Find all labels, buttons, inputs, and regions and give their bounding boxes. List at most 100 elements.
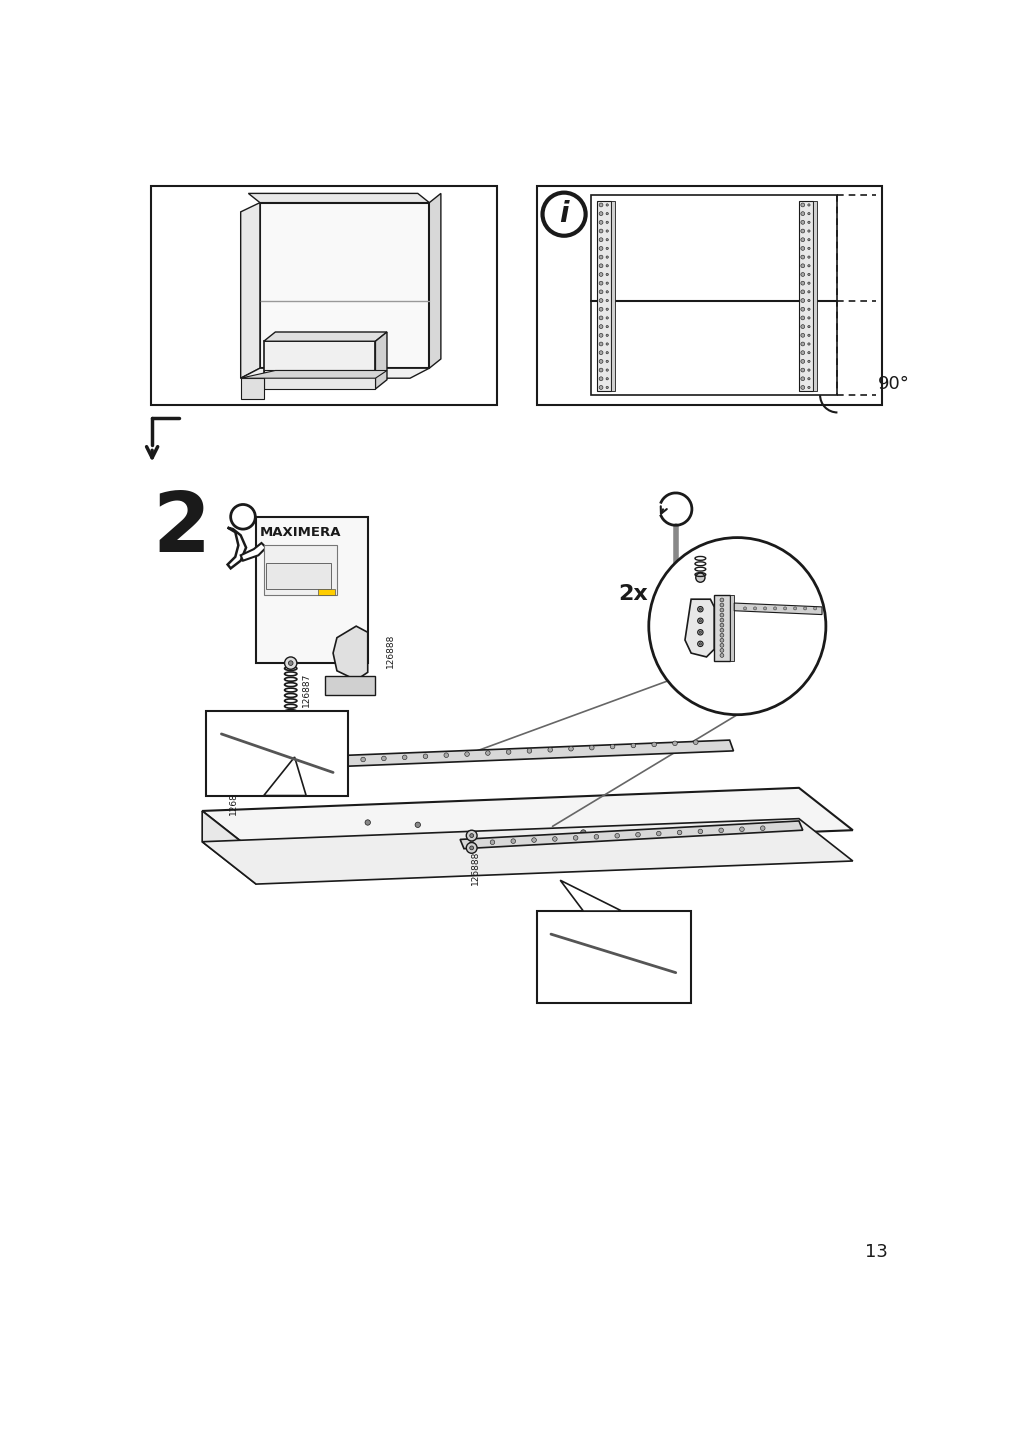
Circle shape bbox=[568, 746, 573, 750]
Polygon shape bbox=[429, 193, 441, 368]
Circle shape bbox=[542, 193, 585, 236]
Polygon shape bbox=[241, 378, 264, 400]
Circle shape bbox=[599, 238, 603, 242]
Bar bbox=[256, 517, 367, 663]
Circle shape bbox=[599, 359, 603, 364]
Circle shape bbox=[606, 274, 608, 275]
Circle shape bbox=[800, 385, 804, 390]
Polygon shape bbox=[375, 332, 386, 390]
Circle shape bbox=[606, 265, 608, 266]
Circle shape bbox=[807, 291, 809, 294]
Circle shape bbox=[676, 831, 681, 835]
Circle shape bbox=[215, 772, 219, 776]
Circle shape bbox=[599, 289, 603, 294]
Circle shape bbox=[381, 756, 386, 760]
Circle shape bbox=[606, 316, 608, 319]
Circle shape bbox=[599, 342, 603, 347]
Circle shape bbox=[807, 221, 809, 223]
Polygon shape bbox=[672, 566, 678, 576]
Circle shape bbox=[762, 607, 766, 610]
Circle shape bbox=[719, 619, 723, 621]
Polygon shape bbox=[241, 371, 386, 378]
Bar bbox=[206, 710, 348, 796]
Circle shape bbox=[588, 745, 593, 750]
Text: 126887: 126887 bbox=[696, 561, 704, 596]
Circle shape bbox=[469, 846, 473, 849]
Polygon shape bbox=[206, 772, 209, 788]
Polygon shape bbox=[241, 203, 260, 378]
Circle shape bbox=[599, 255, 603, 259]
Bar bbox=[812, 200, 816, 391]
Text: MAXIMERA: MAXIMERA bbox=[260, 526, 341, 538]
Circle shape bbox=[365, 819, 370, 825]
Circle shape bbox=[599, 221, 603, 225]
Circle shape bbox=[800, 238, 804, 242]
Polygon shape bbox=[264, 371, 375, 390]
Circle shape bbox=[606, 299, 608, 302]
Circle shape bbox=[215, 756, 219, 760]
Circle shape bbox=[298, 760, 302, 765]
Polygon shape bbox=[260, 203, 429, 368]
Circle shape bbox=[807, 239, 809, 241]
Circle shape bbox=[699, 632, 701, 633]
Bar bbox=[590, 195, 837, 395]
Text: 13: 13 bbox=[863, 1243, 887, 1262]
Circle shape bbox=[693, 740, 698, 745]
Circle shape bbox=[593, 835, 599, 839]
Circle shape bbox=[606, 291, 608, 294]
Circle shape bbox=[800, 325, 804, 328]
Polygon shape bbox=[227, 527, 246, 569]
Circle shape bbox=[599, 272, 603, 276]
Circle shape bbox=[800, 359, 804, 364]
Circle shape bbox=[800, 342, 804, 347]
Circle shape bbox=[656, 831, 660, 836]
Circle shape bbox=[807, 361, 809, 362]
Bar bbox=[596, 200, 611, 391]
Circle shape bbox=[718, 828, 723, 832]
Circle shape bbox=[599, 368, 603, 372]
Circle shape bbox=[807, 378, 809, 379]
Circle shape bbox=[719, 639, 723, 642]
Circle shape bbox=[599, 212, 603, 216]
Circle shape bbox=[599, 203, 603, 206]
Circle shape bbox=[699, 609, 701, 610]
Polygon shape bbox=[264, 332, 386, 341]
Circle shape bbox=[719, 633, 723, 637]
Circle shape bbox=[719, 643, 723, 647]
Bar bbox=[537, 911, 691, 1004]
Circle shape bbox=[719, 613, 723, 617]
Circle shape bbox=[800, 308, 804, 311]
Polygon shape bbox=[460, 821, 802, 849]
Bar bbox=[729, 596, 734, 660]
Polygon shape bbox=[264, 341, 375, 390]
Polygon shape bbox=[248, 193, 429, 203]
Bar bbox=[714, 596, 729, 660]
Circle shape bbox=[606, 282, 608, 285]
Circle shape bbox=[800, 316, 804, 319]
Circle shape bbox=[489, 841, 494, 845]
Circle shape bbox=[466, 831, 476, 841]
Circle shape bbox=[211, 768, 223, 780]
Circle shape bbox=[807, 212, 809, 215]
Circle shape bbox=[606, 256, 608, 258]
Circle shape bbox=[803, 607, 806, 610]
Circle shape bbox=[807, 387, 809, 388]
Circle shape bbox=[599, 351, 603, 355]
Circle shape bbox=[606, 387, 608, 388]
Circle shape bbox=[606, 334, 608, 337]
Polygon shape bbox=[560, 881, 621, 911]
Circle shape bbox=[807, 308, 809, 311]
Circle shape bbox=[630, 832, 636, 838]
Circle shape bbox=[599, 229, 603, 233]
Circle shape bbox=[599, 334, 603, 337]
Circle shape bbox=[800, 377, 804, 381]
Bar bbox=[264, 546, 337, 596]
Circle shape bbox=[631, 743, 635, 748]
Circle shape bbox=[606, 369, 608, 371]
Circle shape bbox=[696, 573, 705, 583]
Circle shape bbox=[580, 829, 585, 835]
Circle shape bbox=[800, 272, 804, 276]
Circle shape bbox=[807, 316, 809, 319]
Circle shape bbox=[599, 246, 603, 251]
Circle shape bbox=[807, 256, 809, 258]
